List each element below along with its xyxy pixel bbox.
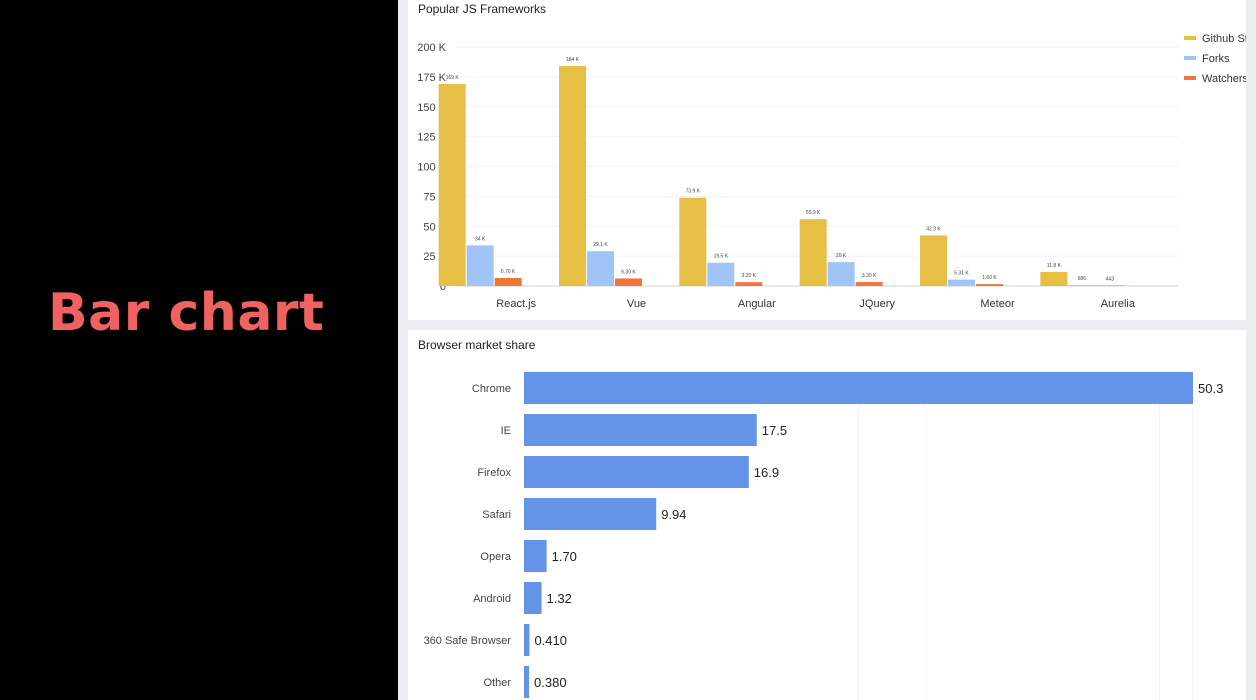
bar-data-label: 169 K bbox=[446, 75, 460, 81]
bar bbox=[524, 666, 530, 698]
y-category-label: 360 Safe Browser bbox=[424, 635, 512, 647]
bar-data-label: 55.9 K bbox=[806, 210, 821, 216]
bar-data-label: 34 K bbox=[475, 236, 486, 242]
bar-data-label: 0.380 bbox=[534, 675, 567, 690]
frameworks-chart-title: Popular JS Frameworks bbox=[418, 2, 547, 16]
y-category-label: Safari bbox=[482, 509, 511, 521]
bar bbox=[438, 84, 466, 286]
bar-data-label: 9.94 bbox=[661, 507, 686, 522]
bar-data-label: 5.31 K bbox=[954, 271, 969, 277]
x-tick-label: Vue bbox=[627, 298, 646, 310]
legend-swatch bbox=[1184, 36, 1196, 40]
bar bbox=[524, 456, 749, 488]
bar bbox=[559, 66, 586, 287]
y-category-label: Firefox bbox=[477, 467, 511, 479]
bar-data-label: 42.3 K bbox=[926, 226, 941, 232]
bar-data-label: 6.30 K bbox=[621, 269, 636, 275]
bar bbox=[524, 540, 547, 572]
y-tick-label: 175 K bbox=[417, 72, 446, 84]
bar bbox=[855, 282, 883, 286]
bar bbox=[1040, 271, 1068, 286]
bar-data-label: 50.3 bbox=[1198, 381, 1223, 396]
bar bbox=[799, 219, 827, 286]
y-tick-label: 200 K bbox=[417, 42, 446, 54]
legend-swatch bbox=[1184, 56, 1196, 60]
bar bbox=[1068, 285, 1096, 286]
dashboard-panel-area: Popular JS Frameworks 0 25 K 50 K 75 K 100 K… bbox=[398, 0, 1256, 700]
y-category-label: Other bbox=[483, 677, 511, 689]
bar bbox=[524, 372, 1193, 404]
bar bbox=[524, 414, 757, 446]
slide-left-panel: Bar chart bbox=[0, 0, 398, 700]
bar-data-label: 184 K bbox=[566, 57, 580, 63]
bar bbox=[524, 498, 657, 530]
bar-data-label: 0.410 bbox=[534, 633, 567, 648]
legend-label: Github Stars bbox=[1202, 33, 1246, 45]
legend-label: Watchers bbox=[1202, 73, 1246, 85]
bar bbox=[920, 235, 947, 286]
bar bbox=[494, 277, 522, 286]
bar bbox=[466, 245, 494, 286]
bar bbox=[524, 582, 542, 614]
bar bbox=[827, 262, 855, 286]
bar-data-label: 1.60 K bbox=[982, 275, 997, 281]
bar-data-label: 3.20 K bbox=[742, 273, 757, 279]
x-tick-label: Aurelia bbox=[1101, 298, 1136, 310]
x-tick-label: Angular bbox=[738, 298, 776, 310]
bar bbox=[524, 624, 530, 656]
slide-title: Bar chart bbox=[48, 283, 325, 343]
bar bbox=[679, 197, 707, 286]
bar-data-label: 686 bbox=[1078, 276, 1087, 282]
y-category-label: Opera bbox=[480, 551, 511, 563]
x-tick-label: Meteor bbox=[980, 298, 1015, 310]
bar-data-label: 16.9 bbox=[754, 465, 779, 480]
bar-data-label: 1.70 bbox=[552, 549, 577, 564]
browsers-chart-title: Browser market share bbox=[418, 338, 536, 352]
bar-data-label: 19.5 K bbox=[714, 254, 729, 260]
x-tick-label: JQuery bbox=[859, 298, 895, 310]
browsers-bar-chart: Chrome 50.3 IE 17.5 Firefox 16.9 Safari 9.94 Ope… bbox=[424, 372, 1223, 700]
y-category-label: IE bbox=[501, 425, 511, 437]
bar bbox=[735, 282, 763, 286]
bar-data-label: 17.5 bbox=[762, 423, 787, 438]
bar-data-label: 73.9 K bbox=[686, 189, 701, 195]
bar-data-label: 6.70 K bbox=[501, 269, 516, 275]
bar-data-label: 20 K bbox=[836, 253, 847, 259]
legend-swatch bbox=[1184, 76, 1196, 80]
bar-data-label: 443 bbox=[1106, 276, 1115, 282]
y-category-label: Android bbox=[473, 593, 511, 605]
x-tick-label: React.js bbox=[496, 298, 536, 310]
frameworks-chart-panel: Popular JS Frameworks 0 25 K 50 K 75 K 100 K… bbox=[408, 0, 1246, 320]
bar bbox=[587, 251, 614, 286]
bar-data-label: 3.30 K bbox=[862, 273, 877, 279]
legend-label: Forks bbox=[1202, 53, 1230, 65]
bar bbox=[615, 278, 642, 286]
bar bbox=[707, 262, 735, 286]
browsers-chart-panel: Browser market share Chrome 50.3 IE 17.5 Fir… bbox=[408, 330, 1246, 700]
bar bbox=[948, 279, 975, 286]
y-category-label: Chrome bbox=[472, 383, 511, 395]
bar-data-label: 1.32 bbox=[547, 591, 572, 606]
bar-data-label: 29.1 K bbox=[593, 242, 608, 248]
y-tick-label: 0 bbox=[440, 281, 446, 293]
bar bbox=[976, 284, 1003, 286]
bar bbox=[1096, 285, 1124, 286]
bar-data-label: 11.8 K bbox=[1047, 263, 1062, 269]
